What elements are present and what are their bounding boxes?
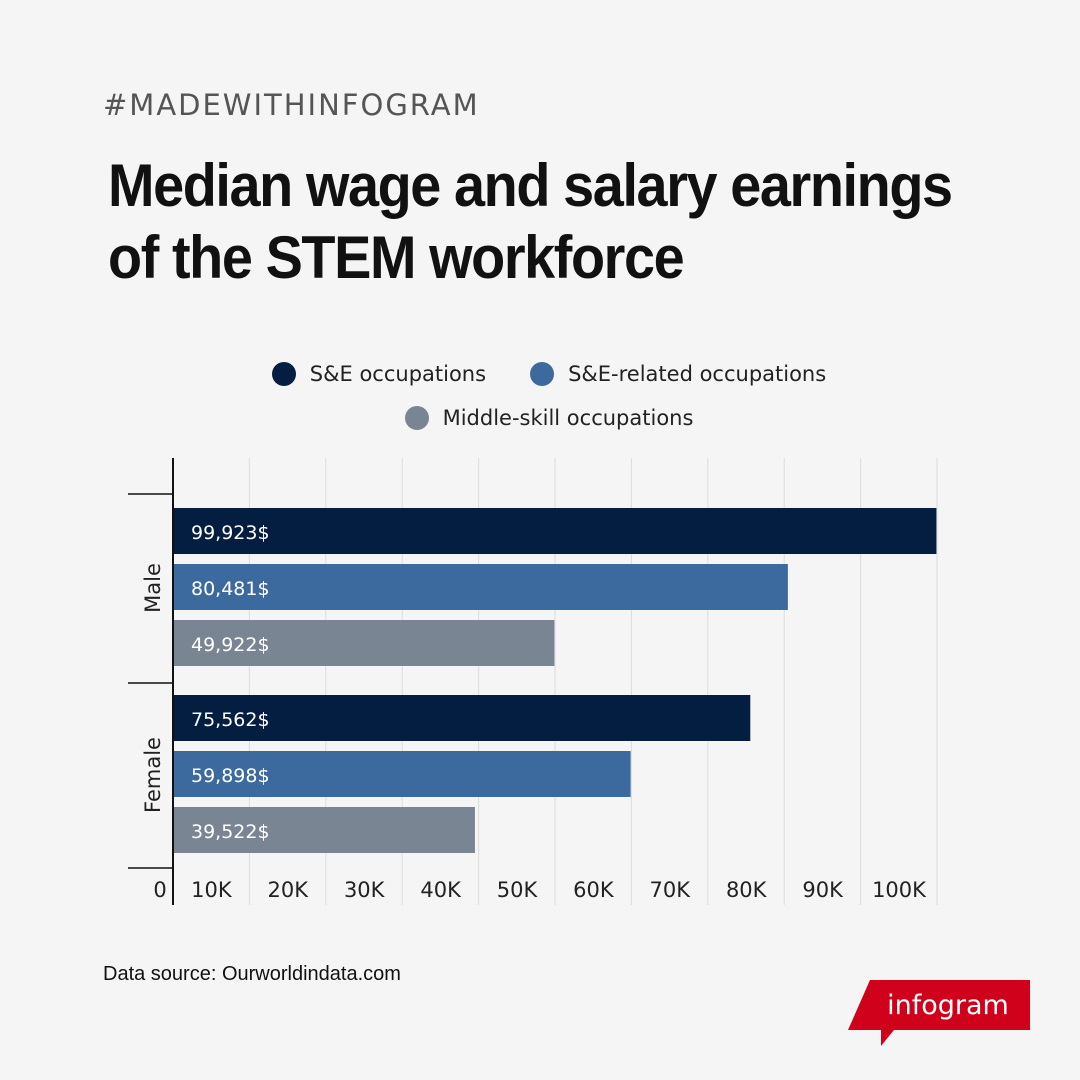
category-label: Female — [141, 737, 165, 813]
legend-label-se: S&E occupations — [309, 362, 487, 386]
legend-item-se-related[interactable]: S&E-related occupations — [530, 362, 826, 386]
bar-value-label: 49,922$ — [191, 634, 270, 656]
bar-value-label: 39,522$ — [191, 821, 270, 843]
legend-item-middle-skill[interactable]: Middle-skill occupations — [404, 406, 694, 430]
legend-label-middle-skill: Middle-skill occupations — [442, 406, 694, 430]
x-tick-label: 20K — [268, 878, 310, 902]
bar-value-label: 59,898$ — [191, 765, 270, 787]
legend-label-se-related: S&E-related occupations — [568, 362, 827, 386]
data-source: Data source: Ourworldindata.com — [103, 963, 401, 985]
infogram-logo[interactable]: infogram — [848, 980, 1033, 1050]
legend-row-2: Middle-skill occupations — [0, 399, 1080, 437]
x-tick-label: 80K — [726, 878, 768, 902]
x-tick-label: 0 — [153, 878, 166, 902]
bar[interactable] — [173, 751, 631, 797]
bar[interactable] — [173, 620, 555, 666]
bar[interactable] — [173, 807, 475, 853]
bar[interactable] — [173, 508, 937, 554]
x-tick-label: 70K — [650, 878, 692, 902]
x-tick-label: 90K — [802, 878, 844, 902]
x-tick-label: 100K — [872, 878, 927, 902]
legend-dot-middle-skill — [404, 406, 429, 430]
bar-value-label: 99,923$ — [191, 522, 270, 544]
logo-text: infogram — [887, 990, 1009, 1021]
legend-dot-se-related — [530, 362, 555, 386]
bar[interactable] — [173, 695, 751, 741]
bar-value-label: 80,481$ — [191, 578, 270, 600]
x-tick-label: 30K — [344, 878, 386, 902]
x-tick-label: 60K — [573, 878, 615, 902]
logo-shape — [848, 980, 1030, 1046]
chart-title: Median wage and salary earnings of the S… — [108, 152, 953, 291]
category-label: Male — [141, 563, 165, 613]
x-tick-label: 50K — [497, 878, 539, 902]
hashtag: #MADEWITHINFOGRAM — [103, 88, 480, 122]
bar-value-label: 75,562$ — [191, 709, 270, 731]
legend-row-1: S&E occupations S&E-related occupations — [0, 355, 1080, 393]
x-tick-label: 10K — [191, 878, 233, 902]
legend-item-se[interactable]: S&E occupations — [271, 362, 487, 386]
x-tick-label: 40K — [420, 878, 462, 902]
chart-legend: S&E occupations S&E-related occupations … — [0, 355, 1080, 443]
legend-dot-se — [271, 362, 296, 386]
bar[interactable] — [173, 564, 788, 610]
